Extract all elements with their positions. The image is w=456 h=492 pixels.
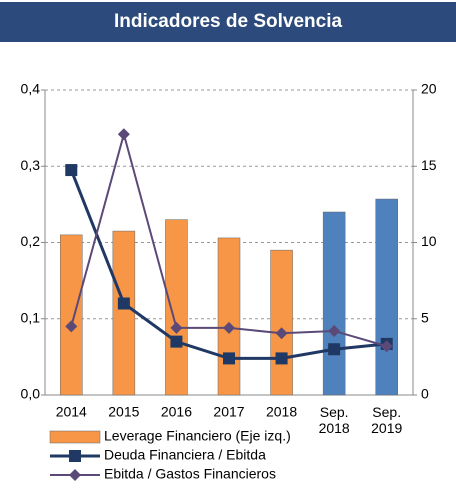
point bbox=[275, 352, 288, 365]
x-tick-label: 2014 bbox=[56, 404, 87, 420]
point bbox=[223, 352, 235, 365]
y-tick-label: 0,0 bbox=[21, 386, 41, 402]
point bbox=[328, 324, 341, 337]
y2-tick-label: 20 bbox=[421, 81, 437, 97]
y-tick-label: 0,1 bbox=[21, 309, 41, 325]
bar bbox=[270, 249, 293, 396]
bar bbox=[112, 230, 136, 396]
bar bbox=[322, 211, 346, 396]
legend-swatch bbox=[49, 430, 101, 444]
y2-tick-label: 5 bbox=[421, 309, 429, 325]
x-tick-label: Sep. 2019 bbox=[371, 404, 402, 436]
y2-tick-label: 0 bbox=[421, 386, 429, 402]
point bbox=[275, 327, 288, 340]
point bbox=[170, 321, 183, 334]
bar bbox=[165, 219, 188, 396]
point bbox=[65, 164, 78, 177]
x-tick-label: 2015 bbox=[108, 404, 139, 420]
y-tick-label: 0,2 bbox=[21, 233, 41, 249]
point bbox=[65, 320, 78, 333]
x-tick-label: 2018 bbox=[266, 404, 297, 420]
legend-label: Leverage Financiero (Eje izq.) bbox=[104, 428, 291, 444]
chart-title: Indicadores de Solvencia bbox=[114, 11, 343, 32]
point bbox=[117, 297, 130, 310]
y2-tick-label: 15 bbox=[421, 157, 437, 173]
point bbox=[170, 335, 183, 348]
legend-marker bbox=[69, 469, 81, 481]
y-tick-label: 0,4 bbox=[21, 81, 41, 97]
legend-marker bbox=[69, 450, 81, 462]
title-bar bbox=[0, 2, 456, 42]
x-tick-label: Sep. 2018 bbox=[319, 404, 350, 436]
y2-tick-label: 10 bbox=[421, 233, 437, 249]
x-tick-label: 2016 bbox=[161, 404, 192, 420]
y-tick-label: 0,3 bbox=[21, 157, 41, 173]
point bbox=[117, 128, 130, 141]
legend-label: Ebitda / Gastos Financieros bbox=[104, 466, 276, 482]
bar bbox=[217, 237, 241, 396]
point bbox=[223, 321, 235, 334]
point bbox=[380, 340, 393, 353]
legend-label: Deuda Financiera / Ebitda bbox=[104, 447, 266, 463]
x-tick-label: 2017 bbox=[213, 404, 244, 420]
bar bbox=[60, 234, 83, 396]
bar bbox=[375, 198, 398, 396]
point bbox=[328, 343, 341, 356]
